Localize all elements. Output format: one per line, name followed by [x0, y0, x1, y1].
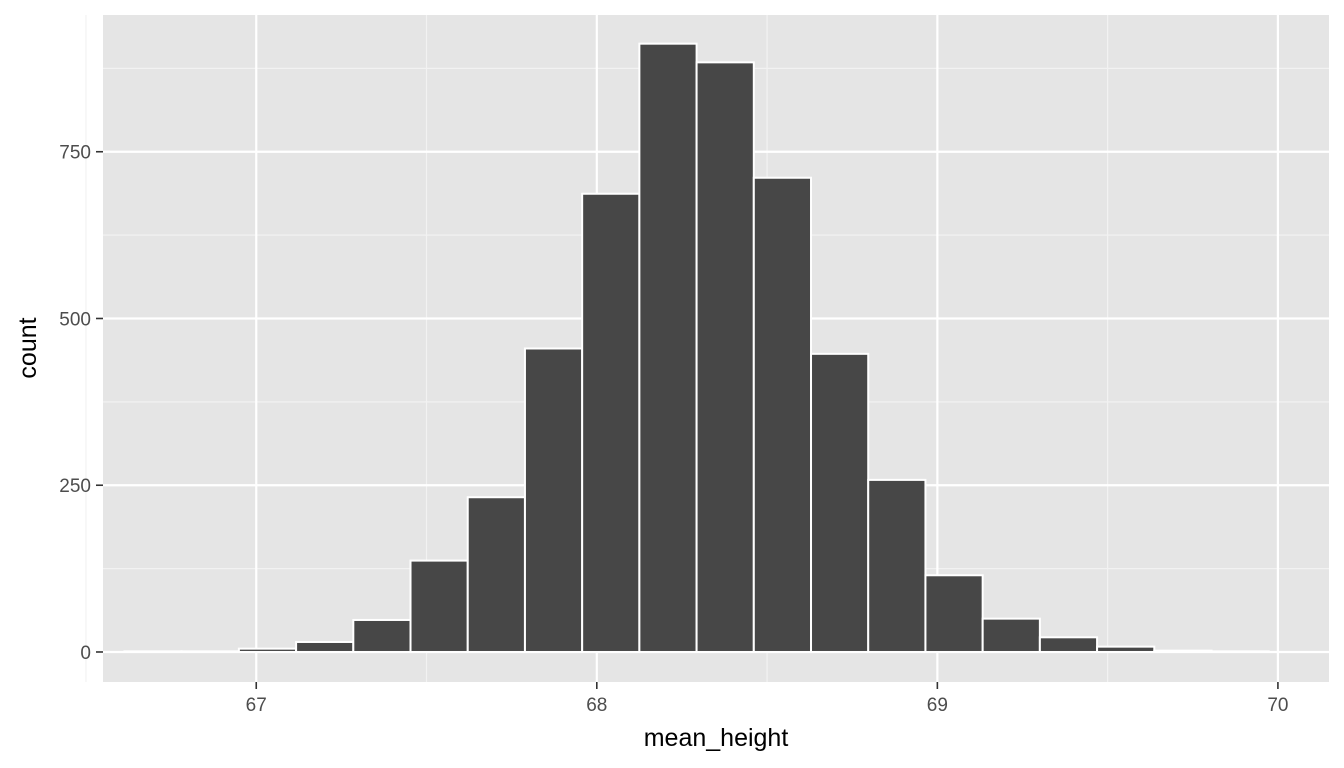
y-axis: 0 250 500 750	[59, 143, 103, 664]
histogram-bar	[981, 617, 1041, 653]
x-tick-label: 67	[246, 695, 267, 716]
x-axis: 67 68 69 70	[246, 682, 1288, 716]
histogram-bar	[123, 650, 183, 653]
histogram-bar	[1038, 636, 1099, 653]
x-tick-label: 70	[1267, 695, 1288, 716]
histogram-bar	[466, 496, 526, 653]
x-axis-title: mean_height	[644, 724, 789, 752]
histogram-bar	[409, 559, 469, 653]
x-tick-label: 69	[927, 695, 948, 716]
histogram-bar	[638, 42, 698, 653]
histogram-bars	[123, 42, 1270, 653]
histogram-bar	[581, 192, 641, 653]
x-tick-label: 68	[586, 695, 607, 716]
y-tick-label: 750	[59, 143, 91, 164]
histogram-bar	[523, 347, 584, 653]
histogram-bar	[237, 647, 298, 653]
histogram-bar	[180, 650, 240, 653]
histogram-bar	[695, 61, 755, 653]
histogram-bar	[924, 574, 984, 653]
y-axis-title: count	[14, 317, 42, 378]
y-tick-label: 0	[80, 643, 91, 664]
histogram-bar	[1210, 650, 1270, 653]
histogram-bar	[752, 176, 813, 653]
histogram-bar	[867, 478, 927, 653]
y-tick-label: 500	[59, 309, 91, 330]
histogram-bar	[295, 640, 355, 653]
histogram-bar	[1096, 645, 1156, 653]
histogram-bar	[352, 618, 412, 653]
histogram-bar	[810, 352, 870, 653]
histogram-bar	[1153, 649, 1213, 653]
y-tick-label: 250	[59, 476, 91, 497]
